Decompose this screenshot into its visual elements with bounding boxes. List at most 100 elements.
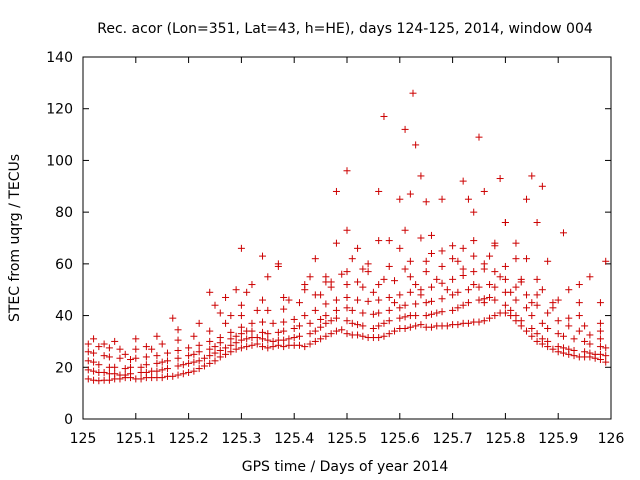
data-point-marker xyxy=(412,141,420,149)
data-point-marker xyxy=(602,344,610,352)
data-point-marker xyxy=(306,330,314,338)
data-point-marker xyxy=(295,299,303,307)
data-point-marker xyxy=(195,341,203,349)
x-tick-label: 125.1 xyxy=(116,431,156,447)
data-point-marker xyxy=(259,296,267,304)
data-point-marker xyxy=(507,306,515,314)
data-point-marker xyxy=(322,312,330,320)
data-point-marker xyxy=(486,281,494,289)
data-point-marker xyxy=(216,353,224,361)
data-point-marker xyxy=(364,260,372,268)
data-point-marker xyxy=(559,344,567,352)
data-point-marker xyxy=(554,330,562,338)
x-tick-label: 125.7 xyxy=(433,431,473,447)
data-point-marker xyxy=(470,252,478,260)
data-point-marker xyxy=(111,363,119,371)
data-point-marker xyxy=(185,344,193,352)
data-point-marker xyxy=(105,376,113,384)
data-point-marker xyxy=(438,247,446,255)
data-point-marker xyxy=(454,304,462,312)
data-point-marker xyxy=(523,291,531,299)
data-point-marker xyxy=(554,317,562,325)
data-point-marker xyxy=(523,304,531,312)
data-point-marker xyxy=(401,125,409,133)
data-point-marker xyxy=(84,340,92,348)
data-point-marker xyxy=(464,195,472,203)
data-point-marker xyxy=(512,296,520,304)
data-point-marker xyxy=(596,335,604,343)
data-point-marker xyxy=(280,293,288,301)
data-point-marker xyxy=(285,335,293,343)
data-point-marker xyxy=(317,323,325,331)
data-point-marker xyxy=(264,336,272,344)
data-point-marker xyxy=(581,348,589,356)
data-point-marker xyxy=(158,366,166,374)
data-point-marker xyxy=(169,372,177,380)
data-point-marker xyxy=(185,359,193,367)
data-point-marker xyxy=(533,330,541,338)
x-axis-label: GPS time / Days of year 2014 xyxy=(242,459,449,475)
data-point-marker xyxy=(190,332,198,340)
data-point-marker xyxy=(459,265,467,273)
data-point-marker xyxy=(375,334,383,342)
data-point-marker xyxy=(195,319,203,327)
data-point-marker xyxy=(449,275,457,283)
data-point-marker xyxy=(301,281,309,289)
data-point-marker xyxy=(380,112,388,120)
data-point-marker xyxy=(237,336,245,344)
data-point-marker xyxy=(359,309,367,317)
data-point-marker xyxy=(464,299,472,307)
data-point-marker xyxy=(385,330,393,338)
data-point-marker xyxy=(190,350,198,358)
data-point-marker xyxy=(274,328,282,336)
data-point-marker xyxy=(409,89,417,97)
data-point-marker xyxy=(501,309,509,317)
data-point-marker xyxy=(412,281,420,289)
data-point-marker xyxy=(507,288,515,296)
data-point-marker xyxy=(602,358,610,366)
data-point-marker xyxy=(449,242,457,250)
data-point-marker xyxy=(491,283,499,291)
data-point-marker xyxy=(100,340,108,348)
y-tick-label: 20 xyxy=(55,360,73,376)
plot-frame xyxy=(82,56,612,420)
data-point-marker xyxy=(459,244,467,252)
data-point-marker xyxy=(501,301,509,309)
data-point-marker xyxy=(570,346,578,354)
data-point-marker xyxy=(253,334,261,342)
x-tick-label: 125.8 xyxy=(485,431,525,447)
data-point-marker xyxy=(190,358,198,366)
data-point-marker xyxy=(385,306,393,314)
data-point-marker xyxy=(301,312,309,320)
data-point-marker xyxy=(332,314,340,322)
data-point-marker xyxy=(232,339,240,347)
data-point-marker xyxy=(137,363,145,371)
data-point-marker xyxy=(248,341,256,349)
data-point-marker xyxy=(121,365,129,373)
data-point-marker xyxy=(596,319,604,327)
data-point-marker xyxy=(259,335,267,343)
data-point-marker xyxy=(554,343,562,351)
data-point-marker xyxy=(259,343,267,351)
data-point-marker xyxy=(359,332,367,340)
data-point-marker xyxy=(206,359,214,367)
data-point-marker xyxy=(237,330,245,338)
data-point-marker xyxy=(417,172,425,180)
data-point-marker xyxy=(528,332,536,340)
data-point-marker xyxy=(322,300,330,308)
data-point-marker xyxy=(243,288,251,296)
data-point-marker xyxy=(427,323,435,331)
data-point-marker xyxy=(586,331,594,339)
data-point-marker xyxy=(195,348,203,356)
data-point-marker xyxy=(549,299,557,307)
data-point-marker xyxy=(174,336,182,344)
data-point-marker xyxy=(354,296,362,304)
data-point-marker xyxy=(443,286,451,294)
data-point-marker xyxy=(596,343,604,351)
data-point-marker xyxy=(332,327,340,335)
data-point-marker xyxy=(348,255,356,263)
data-point-marker xyxy=(343,268,351,276)
data-point-marker xyxy=(354,331,362,339)
data-point-marker xyxy=(385,237,393,245)
data-point-marker xyxy=(327,317,335,325)
